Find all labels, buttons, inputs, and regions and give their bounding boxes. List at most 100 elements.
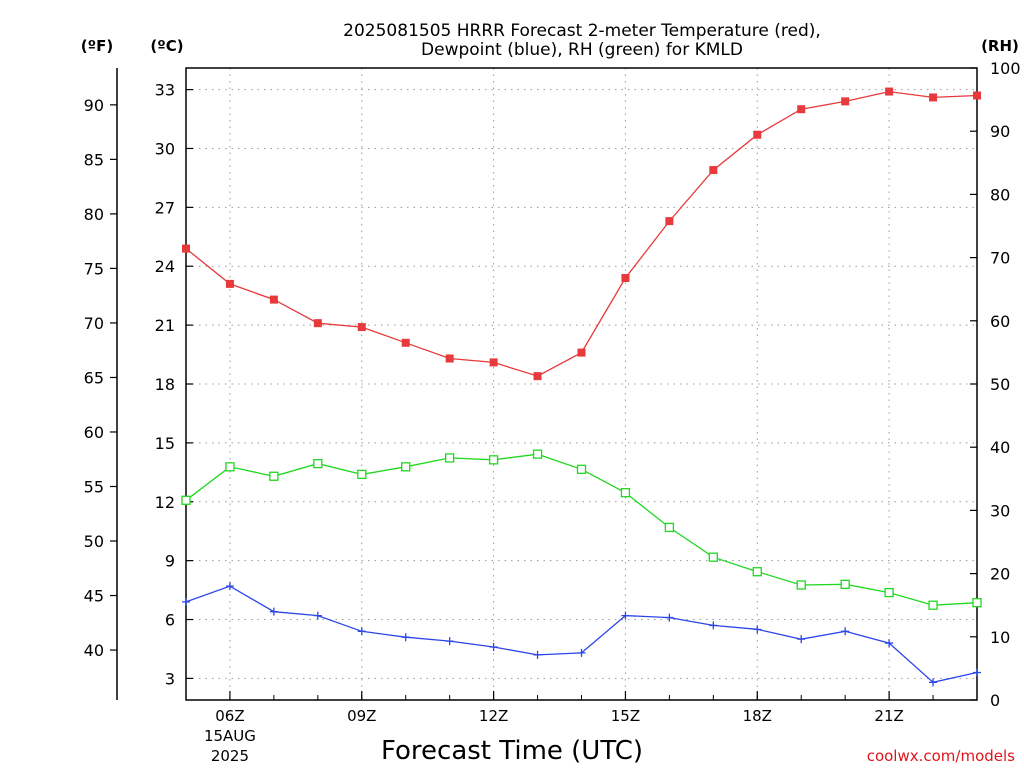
chart-title-line-1: 2025081505 HRRR Forecast 2-meter Tempera… [343, 21, 821, 41]
chart-title-line-2: Dewpoint (blue), RH (green) for KMLD [421, 40, 743, 60]
dewpoint-point [313, 611, 322, 620]
celsius-tick-label: 21 [155, 316, 175, 335]
rh-tick-label: 50 [990, 375, 1010, 394]
grid-lines [186, 68, 977, 700]
rh-tick-label: 10 [990, 628, 1010, 647]
rh-tick-label: 70 [990, 249, 1010, 268]
celsius-axis: 3 6 9 12 15 18 21 24 27 30 33 [155, 81, 193, 688]
time-tick-label: 12Z [479, 707, 508, 725]
dewpoint-point [182, 597, 190, 606]
celsius-tick-label: 27 [155, 198, 175, 217]
plot-frame [185, 67, 978, 701]
fahrenheit-tick-label: 75 [84, 259, 104, 278]
celsius-tick-label: 3 [165, 669, 175, 688]
rh-tick-label: 100 [990, 59, 1021, 78]
rh-point [796, 580, 806, 590]
rh-point [884, 587, 894, 598]
series-rh [181, 449, 982, 610]
rh-tick-label: 40 [990, 438, 1010, 457]
fahrenheit-tick-label: 80 [84, 205, 104, 224]
temperature-point [665, 217, 674, 226]
rh-point [972, 598, 982, 608]
temperature-point [489, 358, 498, 367]
time-axis: 06Z 15AUG 2025 09Z 12Z 15Z 18Z 21Z [185, 691, 978, 765]
fahrenheit-axis: 40 45 50 55 60 65 70 75 80 85 90 [84, 96, 117, 660]
dewpoint-point [621, 611, 630, 620]
fahrenheit-tick-label: 85 [84, 150, 104, 169]
rh-tick-label: 20 [990, 565, 1010, 584]
dewpoint-point [445, 637, 454, 646]
temperature-point [797, 105, 806, 114]
dewpoint-point [533, 650, 542, 659]
celsius-unit-label: (ºC) [150, 37, 183, 55]
celsius-tick-label: 24 [155, 257, 175, 276]
rh-point [488, 455, 499, 465]
dewpoint-line [185, 585, 978, 684]
time-tick-label: 09Z [347, 707, 376, 725]
dewpoint-point [929, 678, 938, 687]
temperature-point [753, 130, 762, 139]
temperature-point [357, 323, 366, 332]
rh-point [840, 579, 850, 589]
series-dewpoint [182, 582, 981, 687]
rh-point [532, 449, 543, 459]
rh-point [576, 464, 587, 474]
celsius-tick-label: 15 [155, 434, 175, 453]
fahrenheit-tick-label: 60 [84, 423, 104, 442]
fahrenheit-tick-label: 50 [84, 532, 104, 551]
rh-point [181, 495, 191, 505]
rh-point [664, 522, 675, 533]
temperature-point [885, 87, 894, 96]
dewpoint-point [885, 639, 894, 648]
dewpoint-point [841, 627, 850, 636]
dewpoint-point [225, 582, 234, 591]
fahrenheit-unit-label: (ºF) [81, 37, 113, 55]
time-tick-label: 06Z [215, 707, 244, 725]
rh-point [708, 552, 718, 562]
date-sublabel: 15AUG [204, 727, 256, 745]
temperature-point [709, 166, 718, 175]
temperature-point [577, 348, 586, 357]
rh-point [313, 458, 323, 469]
rh-axis: 0 10 20 30 40 50 60 70 80 90 100 [970, 59, 1021, 710]
temperature-point [401, 338, 410, 347]
dewpoint-point [797, 635, 806, 644]
celsius-tick-label: 12 [155, 493, 175, 512]
celsius-tick-label: 33 [155, 81, 175, 100]
rh-point [225, 462, 235, 472]
rh-point [269, 471, 279, 481]
date-sublabel: 2025 [211, 747, 249, 765]
rh-unit-label: (RH) [981, 37, 1019, 55]
temperature-point [621, 274, 630, 283]
temperature-point [313, 319, 322, 328]
rh-tick-label: 0 [990, 691, 1000, 710]
temperature-point [533, 372, 542, 381]
rh-point [357, 469, 367, 480]
time-tick-label: 15Z [611, 707, 640, 725]
time-tick-label: 21Z [874, 707, 903, 725]
rh-tick-label: 30 [990, 501, 1010, 520]
celsius-tick-label: 18 [155, 375, 175, 394]
time-tick-label: 18Z [743, 707, 772, 725]
celsius-tick-label: 6 [165, 611, 175, 630]
rh-tick-label: 60 [990, 312, 1010, 331]
dewpoint-point [401, 633, 410, 642]
rh-point [401, 462, 411, 472]
dewpoint-point [577, 648, 586, 657]
dewpoint-point [709, 621, 718, 630]
rh-point [445, 453, 455, 463]
fahrenheit-tick-label: 90 [84, 96, 104, 115]
rh-point [620, 488, 631, 498]
dewpoint-point [269, 607, 278, 616]
temperature-point [445, 354, 454, 363]
fahrenheit-tick-label: 70 [84, 314, 104, 333]
dewpoint-point [753, 625, 762, 634]
dewpoint-point [973, 668, 981, 677]
temperature-point [929, 93, 938, 102]
fahrenheit-tick-label: 65 [84, 368, 104, 387]
temperature-point [225, 279, 234, 288]
rh-point [928, 600, 938, 610]
dewpoint-point [665, 613, 674, 622]
celsius-tick-label: 9 [165, 552, 175, 571]
